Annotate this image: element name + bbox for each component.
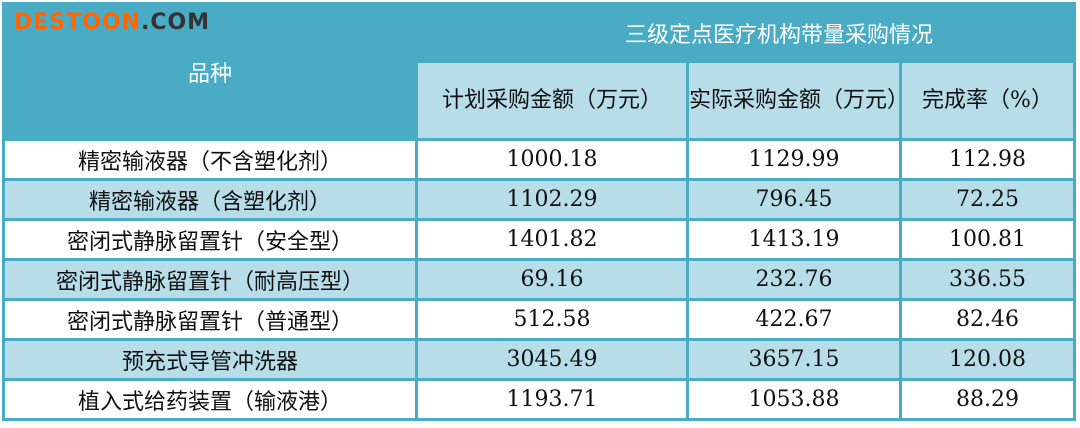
cell-name: 植入式给药装置（输液港） — [2, 378, 418, 421]
table-row: 植入式给药装置（输液港） 1193.71 1053.88 88.29 — [2, 378, 1076, 421]
watermark-brand: DESTOON — [14, 10, 141, 35]
table-row: 密闭式静脉留置针（耐高压型） 69.16 232.76 336.55 — [2, 258, 1076, 301]
cell-plan: 69.16 — [415, 258, 689, 301]
cell-name: 精密输液器（不含塑化剂） — [2, 138, 418, 181]
header-plan: 计划采购金额（万元） — [415, 60, 689, 141]
cell-actual: 232.76 — [686, 258, 902, 301]
watermark-domain: .COM — [140, 10, 211, 35]
watermark-logo: DESTOON.COM — [14, 10, 210, 35]
cell-name: 预充式导管冲洗器 — [2, 338, 418, 381]
cell-name: 密闭式静脉留置针（耐高压型） — [2, 258, 418, 301]
cell-actual: 1129.99 — [686, 138, 902, 181]
table-row: 预充式导管冲洗器 3045.49 3657.15 120.08 — [2, 338, 1076, 381]
cell-plan: 512.58 — [415, 298, 689, 341]
cell-actual: 422.67 — [686, 298, 902, 341]
cell-plan: 1401.82 — [415, 218, 689, 261]
cell-rate: 100.81 — [899, 218, 1076, 261]
cell-name: 密闭式静脉留置针（普通型） — [2, 298, 418, 341]
cell-name: 精密输液器（含塑化剂） — [2, 178, 418, 221]
cell-rate: 336.55 — [899, 258, 1076, 301]
cell-rate: 88.29 — [899, 378, 1076, 421]
cell-actual: 1413.19 — [686, 218, 902, 261]
header-rate: 完成率（%） — [899, 60, 1076, 141]
header-actual: 实际采购金额（万元） — [686, 60, 909, 141]
cell-actual: 796.45 — [686, 178, 902, 221]
table-row: 密闭式静脉留置针（普通型） 512.58 422.67 82.46 — [2, 298, 1076, 341]
header-group: 三级定点医疗机构带量采购情况 — [415, 2, 1076, 63]
cell-name: 密闭式静脉留置针（安全型） — [2, 218, 418, 261]
table-row: 精密输液器（不含塑化剂） 1000.18 1129.99 112.98 — [2, 138, 1076, 181]
cell-plan: 3045.49 — [415, 338, 689, 381]
table-row: 精密输液器（含塑化剂） 1102.29 796.45 72.25 — [2, 178, 1076, 221]
cell-actual: 3657.15 — [686, 338, 902, 381]
cell-plan: 1000.18 — [415, 138, 689, 181]
cell-rate: 82.46 — [899, 298, 1076, 341]
cell-rate: 72.25 — [899, 178, 1076, 221]
cell-rate: 120.08 — [899, 338, 1076, 381]
cell-actual: 1053.88 — [686, 378, 902, 421]
cell-rate: 112.98 — [899, 138, 1076, 181]
cell-plan: 1102.29 — [415, 178, 689, 221]
procurement-table: 品种 三级定点医疗机构带量采购情况 计划采购金额（万元） 实际采购金额（万元） … — [2, 2, 1076, 421]
cell-plan: 1193.71 — [415, 378, 689, 421]
header-variety: 品种 — [2, 2, 418, 141]
table-row: 密闭式静脉留置针（安全型） 1401.82 1413.19 100.81 — [2, 218, 1076, 261]
